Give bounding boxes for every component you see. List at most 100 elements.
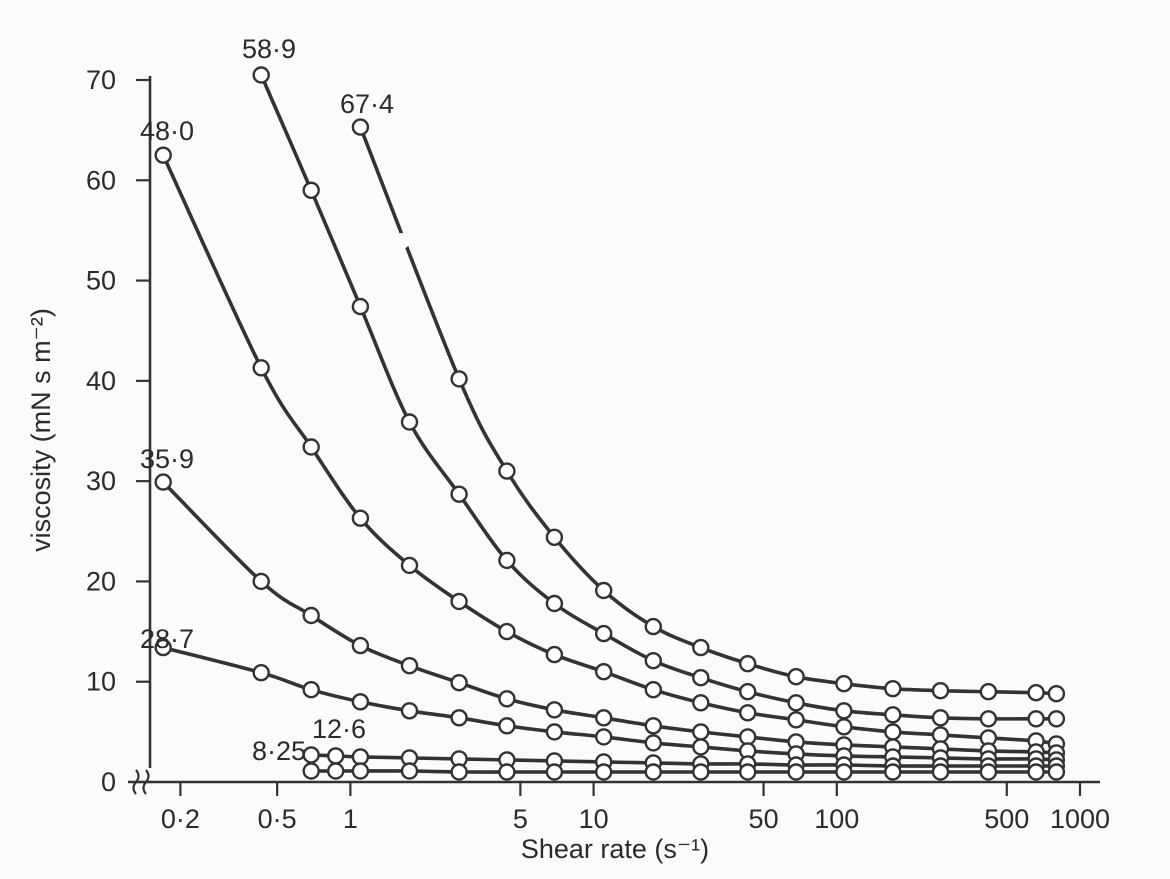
y-tick-label: 0 (101, 767, 116, 797)
series-point (252, 359, 270, 377)
series-point (498, 551, 516, 570)
series-point (351, 762, 370, 780)
series-point (327, 762, 345, 780)
series-point (351, 509, 370, 527)
series-point (351, 636, 370, 655)
series-line-gap (393, 232, 410, 249)
series-point (400, 762, 419, 780)
series-5: 12·6 (302, 714, 1066, 775)
series-point (692, 669, 710, 687)
y-ticks: 0 10 20 30 40 50 60 70 (86, 65, 150, 797)
series-point (302, 681, 320, 699)
y-tick-label: 30 (86, 466, 116, 496)
x-tick-label: 10 (579, 804, 609, 834)
series-point (787, 763, 805, 781)
series-point (1047, 763, 1066, 781)
series-1: 58·9 (242, 34, 1066, 728)
series-point (1027, 763, 1045, 781)
series-point (252, 572, 270, 591)
series-point (351, 297, 370, 316)
series-point (787, 694, 805, 712)
series-point (595, 581, 613, 600)
series-point (450, 763, 468, 781)
series-point (884, 706, 902, 724)
series-point (739, 728, 757, 746)
x-tick-label: 1000 (1050, 804, 1110, 834)
series-point (450, 592, 468, 611)
series-point (787, 668, 805, 686)
series-point (835, 718, 853, 736)
series-point (884, 723, 902, 741)
series-point (1047, 710, 1066, 728)
series-point (644, 681, 662, 699)
series-point (931, 682, 950, 700)
x-tick-label: 5 (513, 804, 528, 834)
series-point (545, 701, 564, 719)
series-point (450, 674, 468, 692)
series-point (835, 763, 853, 781)
series-point (595, 709, 613, 727)
series-point (979, 763, 998, 781)
x-tick-label: 500 (984, 804, 1029, 834)
series-point (644, 617, 662, 636)
x-axis-title: Shear rate (s⁻¹) (521, 834, 709, 864)
series-point (302, 606, 320, 625)
series-point (498, 690, 516, 708)
series-point (351, 748, 370, 766)
series-point (252, 664, 270, 682)
series-point (400, 556, 419, 575)
series-point (595, 624, 613, 643)
series-label: 58·9 (242, 34, 296, 64)
series-3: 35·9 (140, 444, 1066, 762)
series-point (884, 763, 902, 781)
y-tick-label: 60 (86, 165, 116, 195)
series-point (450, 709, 468, 727)
series-point (1047, 685, 1066, 703)
series-label: 48·0 (140, 116, 194, 146)
series-point (400, 657, 419, 675)
x-ticks: 0·2 0·5 1 5 10 50 100 500 1000 (161, 782, 1110, 834)
series-point (351, 693, 370, 711)
series-point (400, 702, 419, 720)
series-point (252, 66, 270, 84)
series-point (739, 704, 757, 722)
series-point (595, 663, 613, 681)
series-point (351, 118, 370, 136)
series-point (692, 763, 710, 781)
series-point (692, 638, 710, 657)
series-point (884, 680, 902, 698)
series-point (931, 726, 950, 744)
series-point (739, 683, 757, 701)
series-point (931, 763, 950, 781)
series-point (450, 370, 468, 388)
series-point (498, 763, 516, 781)
y-axis-title: viscosity (mN s m⁻²) (26, 308, 56, 552)
series-point (644, 734, 662, 752)
series-label: 67·4 (340, 89, 394, 119)
series-point (302, 438, 320, 456)
series-point (739, 763, 757, 781)
series-point (545, 594, 564, 613)
x-tick-label: 0·5 (258, 804, 297, 834)
axes (128, 76, 1100, 795)
series-point (644, 763, 662, 781)
series-point (498, 717, 516, 735)
series-point (644, 652, 662, 670)
series-layer: 67·4 58·9 48·0 35·9 28·7 12·68·25 (140, 34, 1066, 781)
series-point (498, 462, 516, 480)
series-label: 35·9 (140, 444, 194, 474)
series-point (400, 413, 419, 431)
y-tick-label: 10 (86, 667, 116, 697)
series-point (302, 181, 320, 200)
x-tick-label: 100 (814, 804, 859, 834)
series-point (450, 485, 468, 503)
series-point (787, 711, 805, 729)
series-line (161, 153, 1059, 746)
series-point (692, 738, 710, 756)
series-point (931, 709, 950, 727)
series-point (595, 763, 613, 781)
series-point (692, 723, 710, 741)
series-label: 8·25 (252, 736, 306, 766)
series-point (302, 762, 320, 780)
